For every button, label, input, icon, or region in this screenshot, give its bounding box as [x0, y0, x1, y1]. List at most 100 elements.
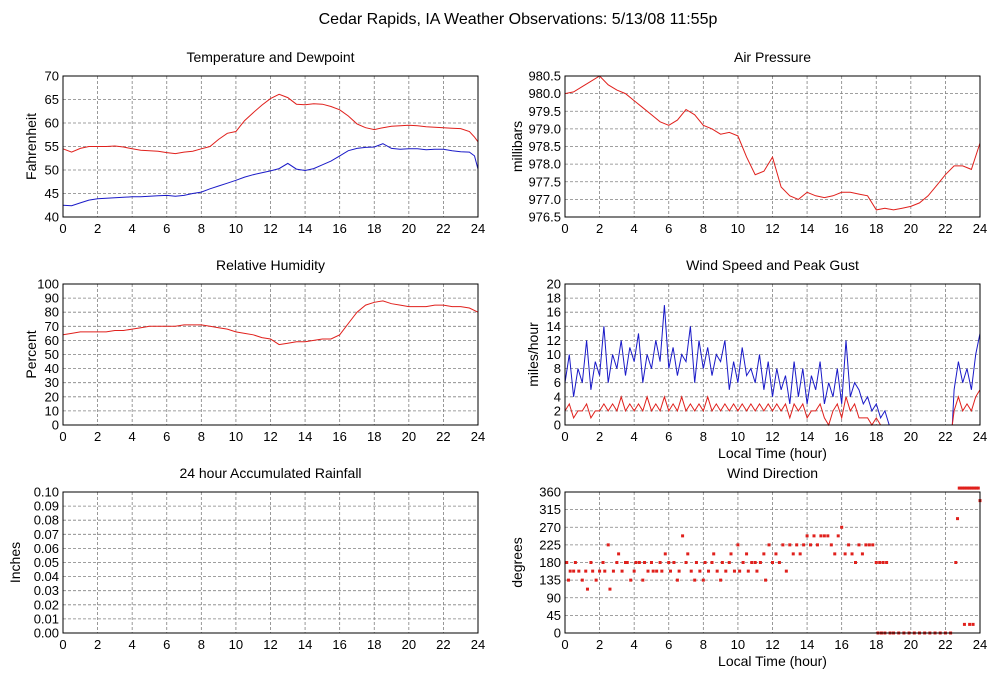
- wind_direction-point: [968, 622, 972, 626]
- wind_direction-point: [686, 552, 690, 556]
- rainfall-ytick-label: 0.07: [34, 527, 59, 542]
- wind_speed-xtick-label: 12: [765, 429, 779, 444]
- wind_speed-xtick-label: 6: [665, 429, 672, 444]
- temperature-xtick-label: 14: [298, 221, 312, 236]
- wind_direction-ytick-label: 0: [554, 626, 561, 641]
- pressure-xtick-label: 24: [973, 221, 987, 236]
- wind_direction-plot-frame: [564, 491, 981, 634]
- pressure-xtick-label: 12: [765, 221, 779, 236]
- wind_direction-point: [651, 569, 655, 573]
- wind_direction-ytick-label: 135: [539, 573, 561, 588]
- humidity-xtick-label: 22: [436, 429, 450, 444]
- wind_direction-point: [840, 525, 844, 529]
- humidity-ytick-label: 80: [45, 305, 59, 320]
- pressure-xtick-label: 16: [834, 221, 848, 236]
- wind_direction-point: [966, 486, 970, 490]
- wind_direction-point: [568, 569, 572, 573]
- pressure-xtick-label: 6: [665, 221, 672, 236]
- wind_direction-point: [663, 552, 667, 556]
- wind_direction-ytick-label: 315: [539, 502, 561, 517]
- pressure-xtick-label: 8: [700, 221, 707, 236]
- wind_direction-point: [791, 552, 795, 556]
- wind_direction-point: [976, 486, 980, 490]
- wind_direction-point: [836, 534, 840, 538]
- wind_direction-point: [580, 578, 584, 582]
- wind_direction-point: [624, 561, 628, 564]
- wind_direction-point: [975, 486, 979, 490]
- wind_speed-series-red-line: [564, 389, 981, 427]
- pressure-ytick-label: 980.0: [528, 86, 561, 101]
- wind_speed-xtick-label: 24: [973, 429, 987, 444]
- wind_direction-point: [584, 569, 588, 573]
- wind_direction-point: [727, 561, 731, 564]
- temperature-xtick-label: 12: [263, 221, 277, 236]
- wind_direction-point: [755, 569, 759, 573]
- wind_direction-point: [617, 552, 621, 556]
- rainfall-title: 24 hour Accumulated Rainfall: [179, 465, 361, 481]
- wind_direction-xtick-label: 8: [700, 637, 707, 652]
- wind_direction-point: [601, 561, 605, 564]
- pressure-ytick-label: 980.5: [528, 69, 561, 84]
- wind_speed-xtick-label: 8: [700, 429, 707, 444]
- humidity-ytick-label: 40: [45, 361, 59, 376]
- wind_direction-point: [724, 569, 728, 573]
- wind_speed-xtick-label: 22: [938, 429, 952, 444]
- wind_direction-point: [758, 561, 762, 564]
- humidity-ytick-label: 50: [45, 347, 59, 362]
- wind_direction-point: [606, 543, 610, 547]
- wind_direction-point: [954, 561, 958, 564]
- humidity-xtick-label: 0: [59, 429, 66, 444]
- pressure-title: Air Pressure: [734, 49, 811, 65]
- wind_direction-point: [667, 561, 671, 564]
- wind_direction-xtick-label: 6: [665, 637, 672, 652]
- wind_speed-ytick-label: 6: [554, 375, 561, 390]
- wind_speed-ytick-label: 12: [547, 333, 561, 348]
- humidity-ytick-label: 20: [45, 389, 59, 404]
- wind_direction-point: [964, 486, 968, 490]
- pressure-ytick-label: 977.5: [528, 174, 561, 189]
- wind_direction-point: [968, 486, 972, 490]
- wind_speed-xtick-label: 20: [904, 429, 918, 444]
- wind_direction-point: [847, 543, 851, 547]
- wind_direction-point: [729, 552, 733, 556]
- temperature-xtick-label: 8: [198, 221, 205, 236]
- wind_direction-point: [668, 569, 672, 573]
- humidity-ytick-label: 100: [37, 277, 59, 292]
- temperature-ytick-label: 45: [45, 186, 59, 201]
- wind_direction-point: [707, 569, 711, 573]
- wind_direction-point: [565, 561, 569, 564]
- temperature-ytick-label: 65: [45, 92, 59, 107]
- humidity-plot-frame: [62, 283, 479, 426]
- humidity-series-red-line: [62, 300, 479, 346]
- temperature-ytick-label: 50: [45, 163, 59, 178]
- wind_direction-point: [712, 552, 716, 556]
- pressure-xtick-label: 14: [800, 221, 814, 236]
- wind_direction-point: [745, 552, 749, 556]
- wind_direction-point: [585, 587, 589, 591]
- wind_direction-point: [850, 552, 854, 556]
- pressure-series-red-line: [564, 75, 981, 211]
- humidity-ytick-label: 70: [45, 319, 59, 334]
- pressure-xtick-label: 2: [596, 221, 603, 236]
- page-title: Cedar Rapids, IA Weather Observations: 5…: [319, 11, 718, 28]
- wind_direction-point: [881, 561, 885, 564]
- temperature-xtick-label: 18: [367, 221, 381, 236]
- wind_direction-point: [629, 578, 633, 582]
- wind_direction-point: [655, 569, 659, 573]
- wind_direction-point: [971, 486, 975, 490]
- wind_direction-point: [715, 569, 719, 573]
- wind_speed-series-blue-line: [564, 305, 981, 426]
- wind_direction-ytick-label: 90: [547, 590, 561, 605]
- wind_direction-point: [802, 543, 806, 547]
- wind_direction-point: [969, 486, 973, 490]
- rainfall-xtick-label: 8: [198, 637, 205, 652]
- rainfall-ytick-label: 0.08: [34, 513, 59, 528]
- wind_direction-point: [777, 561, 781, 564]
- humidity-xtick-label: 2: [94, 429, 101, 444]
- wind_direction-ytick-label: 45: [547, 608, 561, 623]
- wind_direction-point: [750, 561, 754, 564]
- pressure-plot-frame: [564, 75, 981, 218]
